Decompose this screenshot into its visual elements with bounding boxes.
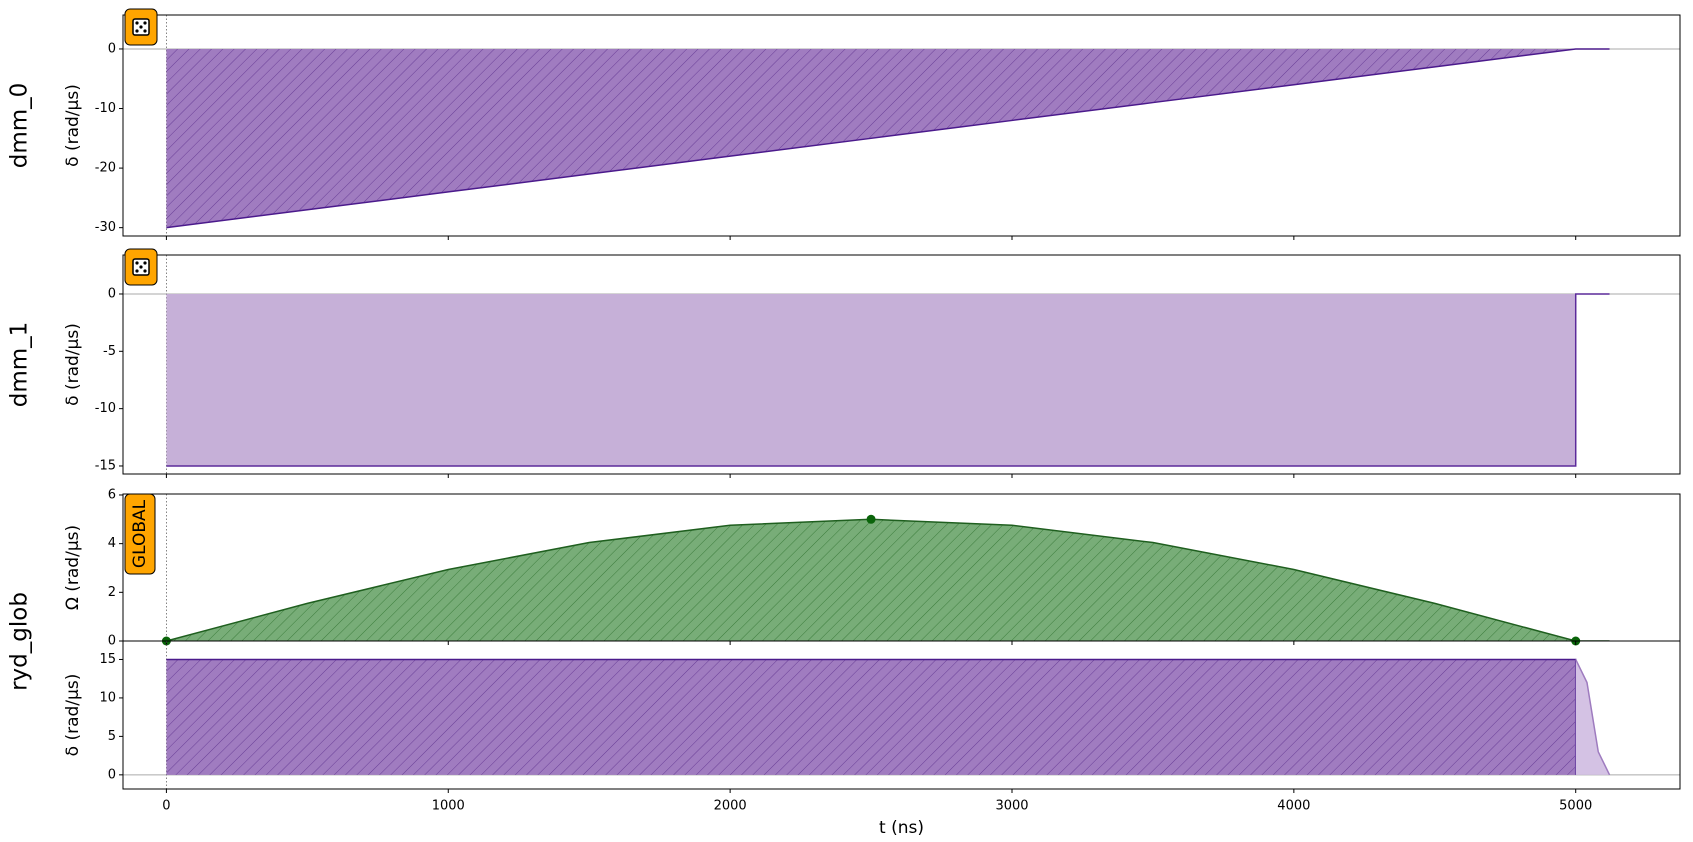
area-hatch bbox=[166, 48, 1610, 228]
x-tick-label: 0 bbox=[162, 799, 170, 814]
dice-dot bbox=[135, 29, 139, 33]
series-line bbox=[1575, 659, 1611, 776]
y-axis-label: δ (rad/µs) bbox=[63, 323, 83, 406]
dice-dot bbox=[139, 265, 143, 269]
y-tick-label: 15 bbox=[99, 652, 116, 667]
area-fill bbox=[166, 293, 1610, 466]
x-tick-label: 2000 bbox=[714, 799, 747, 814]
y-tick-label: 5 bbox=[108, 729, 116, 744]
y-tick-label: -15 bbox=[95, 458, 116, 473]
badge bbox=[124, 493, 156, 575]
x-tick-label: 4000 bbox=[1277, 799, 1310, 814]
y-tick-label: 2 bbox=[108, 585, 116, 600]
y-tick-label: 0 bbox=[108, 767, 116, 782]
dice-dot bbox=[135, 261, 139, 265]
point bbox=[866, 514, 876, 524]
row-label: ryd_glob bbox=[7, 592, 33, 691]
area-hatch bbox=[166, 659, 1576, 775]
y-tick-label: -10 bbox=[95, 401, 116, 416]
row-label: dmm_0 bbox=[7, 83, 33, 169]
y-tick-label: -5 bbox=[103, 344, 116, 359]
y-tick-label: 4 bbox=[108, 536, 116, 551]
dice-dot bbox=[139, 25, 143, 29]
series-line bbox=[166, 293, 1610, 467]
dice-dot bbox=[143, 261, 147, 265]
axes-frame bbox=[122, 254, 1681, 475]
y-tick-label: 6 bbox=[108, 487, 116, 502]
x-tick-label: 5000 bbox=[1559, 799, 1592, 814]
axes-frame bbox=[122, 640, 1681, 790]
badge-text: GLOBAL bbox=[130, 499, 150, 568]
y-axis-label: Ω (rad/µs) bbox=[63, 525, 83, 610]
y-tick-label: -20 bbox=[95, 161, 116, 176]
panel: -15 -10 -5 0 δ (rad/µs) dmm_1 bbox=[7, 248, 1681, 478]
area-hatch bbox=[166, 519, 1610, 641]
dice-dot bbox=[143, 29, 147, 33]
y-tick-label: 0 bbox=[108, 286, 116, 301]
x-tick-label: 1000 bbox=[432, 799, 465, 814]
dice-dot bbox=[143, 269, 147, 273]
axes-frame bbox=[122, 14, 1681, 237]
y-tick-label: -30 bbox=[95, 220, 116, 235]
dice-dot bbox=[135, 269, 139, 273]
dice-dot bbox=[135, 21, 139, 25]
series-line bbox=[166, 658, 1577, 775]
series-line bbox=[166, 518, 1610, 641]
x-axis-label: t (ns) bbox=[879, 818, 924, 838]
y-axis-label: δ (rad/µs) bbox=[63, 84, 83, 167]
dice-dot bbox=[143, 21, 147, 25]
series-line bbox=[166, 48, 1610, 229]
panel: 0 5 10 15 0 1000 2000 3000 4000 5000 δ (rad/µs) t (… bbox=[63, 640, 1681, 838]
panel: -30 -20 -10 0 δ (rad/µs) dmm_0 bbox=[7, 8, 1681, 240]
x-tick-label: 3000 bbox=[995, 799, 1028, 814]
y-tick-label: 0 bbox=[108, 634, 116, 649]
y-tick-label: 0 bbox=[108, 41, 116, 56]
y-axis-label: δ (rad/µs) bbox=[63, 674, 83, 757]
y-tick-label: -10 bbox=[95, 101, 116, 116]
y-tick-label: 10 bbox=[99, 690, 116, 705]
row-label: dmm_1 bbox=[7, 322, 33, 408]
